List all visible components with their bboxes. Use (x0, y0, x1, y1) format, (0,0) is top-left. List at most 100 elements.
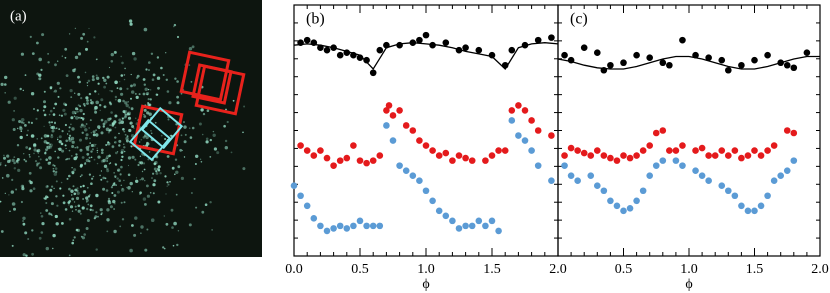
star (106, 167, 109, 171)
data-point (777, 172, 784, 179)
star (39, 166, 43, 170)
star (85, 47, 88, 51)
star (48, 156, 52, 160)
star (155, 172, 159, 175)
x-tick-label: 1.5 (746, 262, 764, 277)
star (57, 60, 59, 62)
data-point (468, 222, 476, 230)
star (119, 87, 123, 91)
star (40, 212, 42, 214)
star (120, 201, 123, 204)
star (148, 151, 151, 153)
star (17, 168, 21, 172)
star (170, 208, 174, 212)
star (22, 121, 25, 125)
star (143, 27, 148, 32)
star (79, 185, 82, 188)
star (6, 154, 10, 158)
star (150, 129, 152, 132)
star (71, 145, 75, 148)
star (53, 172, 57, 176)
data-point (600, 152, 608, 159)
star (89, 142, 91, 144)
star (40, 137, 43, 140)
star (91, 148, 94, 151)
star (47, 53, 49, 55)
star (130, 84, 133, 88)
star (12, 128, 16, 131)
data-point (376, 46, 384, 54)
star (183, 140, 187, 144)
star (166, 155, 170, 158)
star (121, 188, 125, 192)
data-point (416, 177, 423, 184)
star (13, 167, 16, 170)
star (0, 200, 2, 203)
data-point (455, 225, 463, 232)
data-point (356, 217, 364, 225)
star (80, 117, 83, 119)
star (157, 86, 160, 90)
star (122, 128, 125, 131)
data-point (303, 36, 311, 44)
star (13, 110, 15, 112)
star (89, 204, 93, 208)
data-point (389, 137, 397, 144)
star (26, 134, 28, 137)
data-point (376, 222, 384, 230)
star (68, 138, 72, 142)
data-point (435, 207, 443, 215)
star (138, 161, 142, 164)
star (31, 252, 34, 256)
star (8, 159, 12, 163)
star (105, 127, 110, 132)
star (45, 158, 48, 161)
star (77, 92, 81, 96)
star (128, 113, 131, 116)
star (106, 230, 109, 233)
star (29, 156, 31, 158)
star (48, 212, 51, 215)
star (72, 185, 75, 188)
star (95, 193, 99, 198)
star (110, 52, 115, 57)
data-point (482, 157, 489, 164)
star (216, 151, 220, 155)
star (68, 217, 72, 221)
star (102, 76, 105, 80)
star (33, 152, 35, 155)
star (51, 125, 56, 130)
data-point (639, 187, 647, 195)
star (131, 125, 135, 128)
star (38, 77, 42, 81)
star (16, 144, 20, 147)
star (95, 143, 97, 146)
star (183, 156, 186, 158)
data-point (462, 222, 469, 230)
star (7, 100, 11, 104)
star (134, 158, 137, 161)
star (115, 52, 117, 54)
star (82, 190, 87, 194)
star (177, 165, 181, 169)
star (94, 215, 98, 219)
star (82, 124, 86, 128)
data-point (528, 117, 535, 124)
star (127, 173, 131, 177)
star (54, 214, 58, 219)
star (15, 188, 18, 191)
data-point (363, 159, 370, 167)
star (103, 164, 108, 168)
data-point (698, 172, 706, 179)
star (117, 168, 121, 172)
data-point (356, 157, 364, 164)
data-point (594, 182, 601, 190)
star (57, 95, 60, 98)
star (107, 131, 110, 134)
star (51, 129, 55, 133)
data-point (422, 31, 430, 39)
star (36, 138, 38, 140)
star (138, 93, 141, 96)
star (62, 108, 66, 112)
star (55, 195, 58, 198)
